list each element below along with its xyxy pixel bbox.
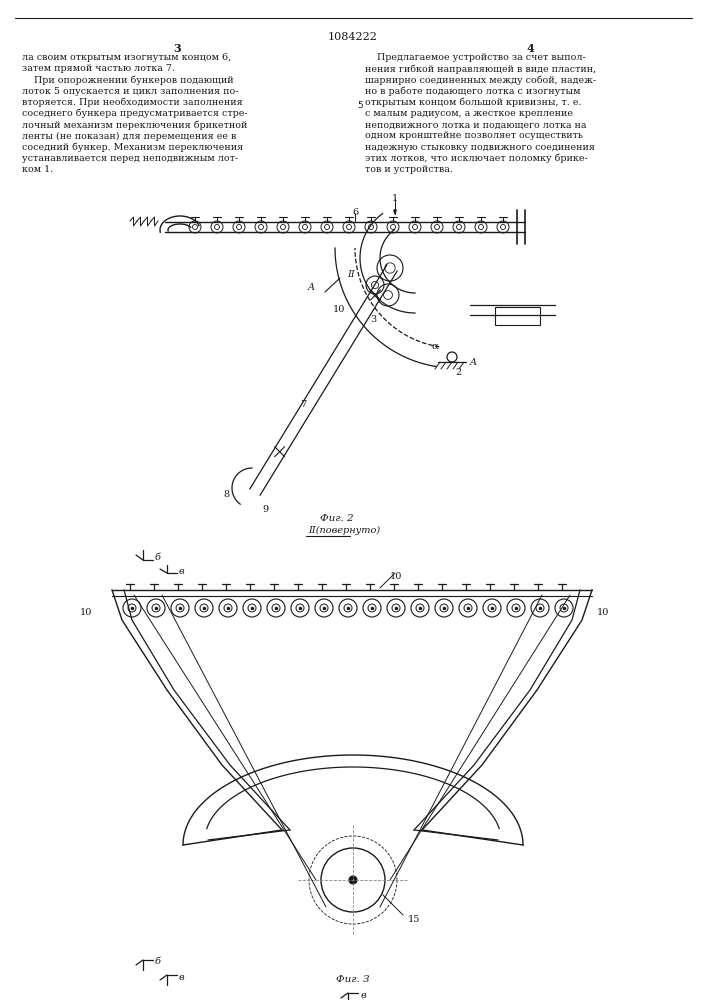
Text: устанавливается перед неподвижным лот-: устанавливается перед неподвижным лот-	[22, 154, 238, 163]
Text: 4: 4	[526, 43, 534, 54]
Text: 3: 3	[173, 43, 181, 54]
Text: 3: 3	[370, 315, 376, 324]
Text: α: α	[431, 342, 438, 351]
Text: с малым радиусом, а жесткое крепление: с малым радиусом, а жесткое крепление	[365, 109, 573, 118]
Text: вторяется. При необходимости заполнения: вторяется. При необходимости заполнения	[22, 98, 243, 107]
Text: тов и устройства.: тов и устройства.	[365, 165, 453, 174]
Text: Фиг. 3: Фиг. 3	[337, 975, 370, 984]
Text: б: б	[155, 554, 161, 562]
Text: надежную стыковку подвижного соединения: надежную стыковку подвижного соединения	[365, 143, 595, 152]
Text: 10: 10	[390, 572, 402, 581]
Circle shape	[349, 876, 357, 884]
Text: в: в	[361, 990, 367, 1000]
Text: этих лотков, что исключает поломку брике-: этих лотков, что исключает поломку брике…	[365, 154, 588, 163]
Text: лочный механизм переключения брикетной: лочный механизм переключения брикетной	[22, 120, 247, 130]
Text: но в работе подающего лотка с изогнутым: но в работе подающего лотка с изогнутым	[365, 87, 580, 96]
Text: ла своим открытым изогнутым концом 6,: ла своим открытым изогнутым концом 6,	[22, 53, 231, 62]
Text: 8: 8	[224, 490, 230, 499]
Polygon shape	[394, 210, 396, 214]
Text: б: б	[155, 958, 161, 966]
Text: II(повернуто): II(повернуто)	[308, 526, 380, 535]
Text: неподвижного лотка и подающего лотка на: неподвижного лотка и подающего лотка на	[365, 120, 587, 129]
Text: соседнего бункера предусматривается стре-: соседнего бункера предусматривается стре…	[22, 109, 247, 118]
Text: 10: 10	[80, 608, 92, 617]
Text: открытым концом большой кривизны, т. е.: открытым концом большой кривизны, т. е.	[365, 98, 581, 107]
Text: При опорожнении бункеров подающий: При опорожнении бункеров подающий	[22, 75, 233, 85]
Text: нения гибкой направляющей в виде пластин,: нения гибкой направляющей в виде пластин…	[365, 64, 596, 74]
Text: 7: 7	[300, 400, 306, 409]
Text: 15: 15	[408, 915, 421, 924]
Text: шарнирно соединенных между собой, надеж-: шарнирно соединенных между собой, надеж-	[365, 75, 596, 85]
Text: ком 1.: ком 1.	[22, 165, 53, 174]
Text: A: A	[470, 358, 477, 367]
Text: затем прямой частью лотка 7.: затем прямой частью лотка 7.	[22, 64, 175, 73]
Text: Фиг. 2: Фиг. 2	[320, 514, 354, 523]
Text: II: II	[347, 270, 355, 279]
Text: 6: 6	[352, 208, 358, 217]
Text: A: A	[308, 283, 315, 292]
Text: в: в	[179, 972, 185, 982]
Text: 5: 5	[357, 101, 363, 110]
Text: 10: 10	[332, 305, 345, 314]
Text: лоток 5 опускается и цикл заполнения по-: лоток 5 опускается и цикл заполнения по-	[22, 87, 238, 96]
Text: Предлагаемое устройство за счет выпол-: Предлагаемое устройство за счет выпол-	[365, 53, 586, 62]
Text: 1: 1	[392, 194, 398, 203]
Bar	[495, 307, 540, 325]
Text: 9: 9	[262, 505, 268, 514]
Text: 1084222: 1084222	[328, 32, 378, 42]
Text: одном кронштейне позволяет осуществить: одном кронштейне позволяет осуществить	[365, 131, 583, 140]
Text: 2: 2	[455, 368, 461, 377]
Text: соседний бункер. Механизм переключения: соседний бункер. Механизм переключения	[22, 143, 243, 152]
Text: ленты (не показан) для перемещения ее в: ленты (не показан) для перемещения ее в	[22, 131, 236, 141]
Text: 10: 10	[597, 608, 609, 617]
Text: в: в	[179, 566, 185, 576]
